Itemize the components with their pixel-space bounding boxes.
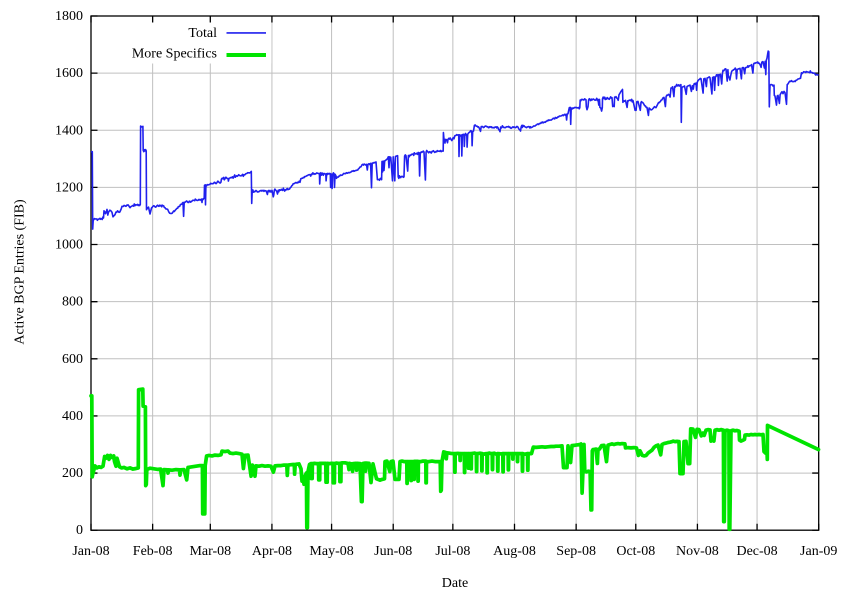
svg-text:0: 0 — [76, 523, 83, 538]
svg-text:Nov-08: Nov-08 — [676, 544, 719, 559]
svg-text:Mar-08: Mar-08 — [189, 544, 231, 559]
svg-text:Aug-08: Aug-08 — [493, 544, 536, 559]
svg-text:Jan-08: Jan-08 — [72, 544, 109, 559]
svg-text:1800: 1800 — [55, 9, 83, 24]
svg-text:600: 600 — [62, 352, 83, 367]
svg-text:Jan-09: Jan-09 — [800, 544, 837, 559]
svg-text:Date: Date — [442, 576, 468, 591]
svg-text:May-08: May-08 — [309, 544, 353, 559]
svg-text:800: 800 — [62, 295, 83, 310]
svg-text:200: 200 — [62, 466, 83, 481]
svg-text:Apr-08: Apr-08 — [252, 544, 292, 559]
svg-text:Oct-08: Oct-08 — [616, 544, 655, 559]
svg-text:Jun-08: Jun-08 — [374, 544, 412, 559]
svg-text:1000: 1000 — [55, 238, 83, 253]
svg-text:400: 400 — [62, 409, 83, 424]
svg-text:Sep-08: Sep-08 — [556, 544, 596, 559]
svg-text:1600: 1600 — [55, 66, 83, 81]
svg-text:Dec-08: Dec-08 — [736, 544, 777, 559]
svg-text:Jul-08: Jul-08 — [435, 544, 470, 559]
svg-text:1400: 1400 — [55, 123, 83, 138]
svg-text:More Specifics: More Specifics — [132, 46, 217, 61]
svg-text:Active BGP Entries (FIB): Active BGP Entries (FIB) — [13, 199, 28, 345]
svg-text:1200: 1200 — [55, 180, 83, 195]
svg-text:Feb-08: Feb-08 — [133, 544, 173, 559]
svg-text:Total: Total — [188, 26, 217, 41]
